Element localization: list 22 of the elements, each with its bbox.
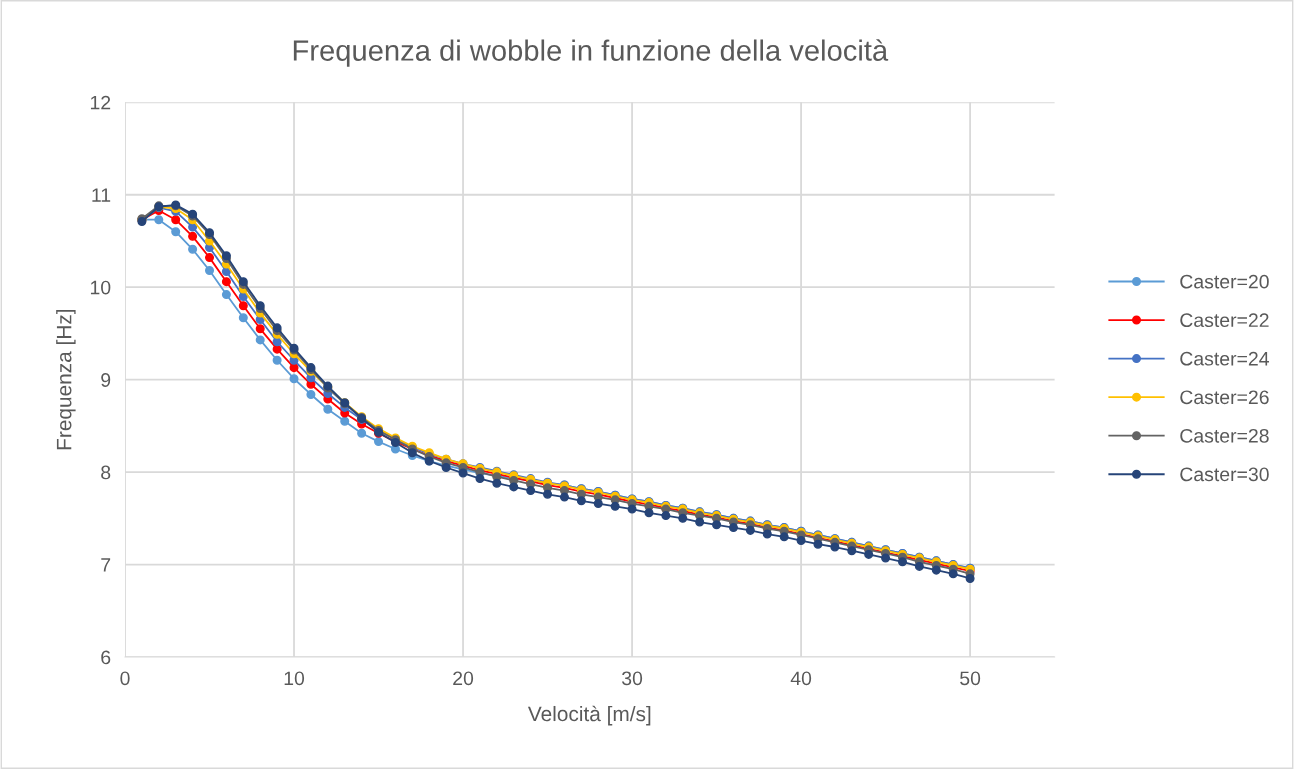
x-tick-label: 0 <box>120 671 130 686</box>
chart-title: Frequenza di wobble in funzione della velocità <box>293 39 889 67</box>
x-tick-label: 40 <box>790 671 812 686</box>
y-axis-title: Frequenza [Hz] <box>56 309 76 450</box>
y-tick-label: 7 <box>101 558 111 572</box>
legend-label: Caster=24 <box>1180 351 1269 366</box>
y-tick-label: 9 <box>101 373 111 387</box>
legend-label: Caster=28 <box>1180 428 1269 443</box>
legend-label: Caster=26 <box>1180 390 1269 405</box>
y-tick-label: 11 <box>92 188 111 202</box>
legend-label: Caster=20 <box>1180 274 1269 289</box>
x-tick-label: 10 <box>284 671 305 686</box>
x-tick-label: 50 <box>960 671 981 686</box>
y-tick-label: 12 <box>90 95 111 110</box>
legend-label: Caster=30 <box>1180 467 1269 482</box>
x-tick-label: 30 <box>621 671 643 686</box>
x-tick-label: 20 <box>453 671 474 686</box>
x-axis-title: Velocità [m/s] <box>527 705 651 726</box>
y-tick-label: 8 <box>101 465 111 480</box>
legend-label: Caster=22 <box>1180 313 1269 328</box>
y-tick-label: 6 <box>101 650 111 665</box>
y-tick-label: 10 <box>90 280 111 295</box>
